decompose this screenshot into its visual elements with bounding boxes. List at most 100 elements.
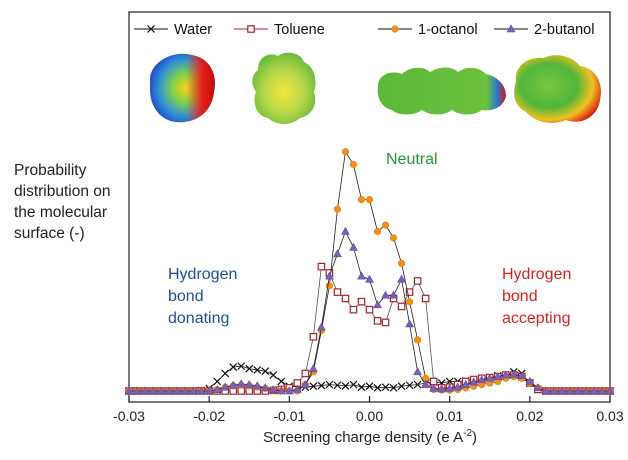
x-tick-label: -0.01 xyxy=(273,408,305,424)
data-point xyxy=(237,362,246,371)
data-point xyxy=(429,377,438,386)
legend-marker xyxy=(147,25,155,33)
data-point xyxy=(509,369,519,378)
data-point xyxy=(244,379,254,388)
octanol-surface-image xyxy=(377,67,506,115)
data-point xyxy=(349,242,358,251)
data-point xyxy=(605,386,615,395)
svg-text:bond: bond xyxy=(502,288,538,305)
data-point xyxy=(172,386,182,395)
data-point xyxy=(341,226,350,235)
y-axis-label: Probability distribution on the molecula… xyxy=(14,160,134,244)
data-point xyxy=(501,370,511,379)
data-point xyxy=(445,383,455,392)
data-point xyxy=(252,381,262,390)
data-point xyxy=(325,380,334,389)
legend-marker xyxy=(391,25,399,33)
data-point xyxy=(301,369,310,378)
data-point xyxy=(325,282,334,290)
y-axis-label-line: the molecular xyxy=(14,204,108,221)
data-point xyxy=(260,383,270,392)
data-point xyxy=(397,302,406,311)
series-toluene xyxy=(125,262,614,395)
x-axis-label: Screening charge density (e A-2) xyxy=(262,428,478,446)
data-point xyxy=(365,305,374,314)
data-point xyxy=(373,317,382,325)
data-point xyxy=(389,290,398,299)
data-point xyxy=(292,384,302,393)
data-point xyxy=(469,377,479,386)
data-point xyxy=(405,319,415,328)
data-point xyxy=(413,367,423,376)
data-point xyxy=(493,371,503,380)
legend-marker xyxy=(506,24,516,33)
data-point xyxy=(389,234,398,242)
data-point xyxy=(132,386,142,395)
data-point xyxy=(365,382,374,391)
data-point xyxy=(333,249,342,258)
data-point xyxy=(333,205,342,213)
data-point xyxy=(140,386,150,395)
data-point xyxy=(405,381,414,390)
data-point xyxy=(421,294,430,303)
data-point xyxy=(365,274,374,283)
data-point xyxy=(414,336,422,344)
data-point xyxy=(253,366,262,374)
data-point xyxy=(357,196,366,204)
data-point xyxy=(357,271,366,280)
data-point xyxy=(349,380,358,389)
legend-item-2-butanol: 2-butanol xyxy=(494,22,594,38)
legend: Water Toluene 1-octanol 2-butanol xyxy=(134,22,594,38)
data-point xyxy=(397,382,406,391)
data-point xyxy=(333,381,342,390)
data-point xyxy=(221,369,230,378)
data-point xyxy=(317,381,326,390)
x-tick-label: -0.02 xyxy=(193,408,225,424)
x-axis-ticks: -0.03 -0.02 -0.01 0.00 0.01 0.02 0.03 xyxy=(113,396,624,424)
data-point xyxy=(437,384,447,393)
svg-text:accepting: accepting xyxy=(502,310,571,327)
svg-text:1-octanol: 1-octanol xyxy=(418,22,478,38)
data-point xyxy=(261,367,270,376)
data-point xyxy=(268,385,278,393)
x-tick-label: 0.02 xyxy=(516,408,543,424)
annotation-donating: Hydrogen bond donating xyxy=(168,266,237,327)
data-point xyxy=(429,383,439,392)
data-point xyxy=(581,386,591,395)
data-point xyxy=(269,371,278,379)
svg-text:Hydrogen: Hydrogen xyxy=(168,266,237,283)
data-point xyxy=(357,383,366,392)
data-point xyxy=(229,363,238,371)
data-point xyxy=(381,383,390,392)
data-point xyxy=(349,305,358,314)
data-point xyxy=(365,196,374,204)
data-point xyxy=(405,298,414,306)
legend-item-water: Water xyxy=(134,22,212,38)
data-point xyxy=(573,386,583,395)
series-layer xyxy=(124,148,615,395)
data-point xyxy=(333,288,342,296)
data-point xyxy=(188,386,198,395)
data-point xyxy=(541,386,551,395)
x-tick-label: 0.01 xyxy=(436,408,463,424)
data-point xyxy=(381,290,390,299)
data-point xyxy=(565,386,575,395)
data-point xyxy=(212,385,222,393)
data-point xyxy=(124,386,134,395)
data-point xyxy=(533,383,543,392)
svg-text:bond: bond xyxy=(168,288,204,305)
data-point xyxy=(413,380,422,389)
data-point xyxy=(357,297,366,306)
x-tick-label: -0.03 xyxy=(113,408,145,424)
svg-text:2-butanol: 2-butanol xyxy=(534,22,594,38)
data-point xyxy=(389,383,398,392)
legend-item-1-octanol: 1-octanol xyxy=(378,22,478,38)
data-point xyxy=(373,227,382,236)
series-line xyxy=(129,265,610,392)
data-point xyxy=(245,364,254,373)
data-point xyxy=(597,386,607,395)
data-point xyxy=(284,386,294,395)
y-axis-label-line: surface (-) xyxy=(14,225,85,242)
svg-text:Hydrogen: Hydrogen xyxy=(502,266,571,283)
